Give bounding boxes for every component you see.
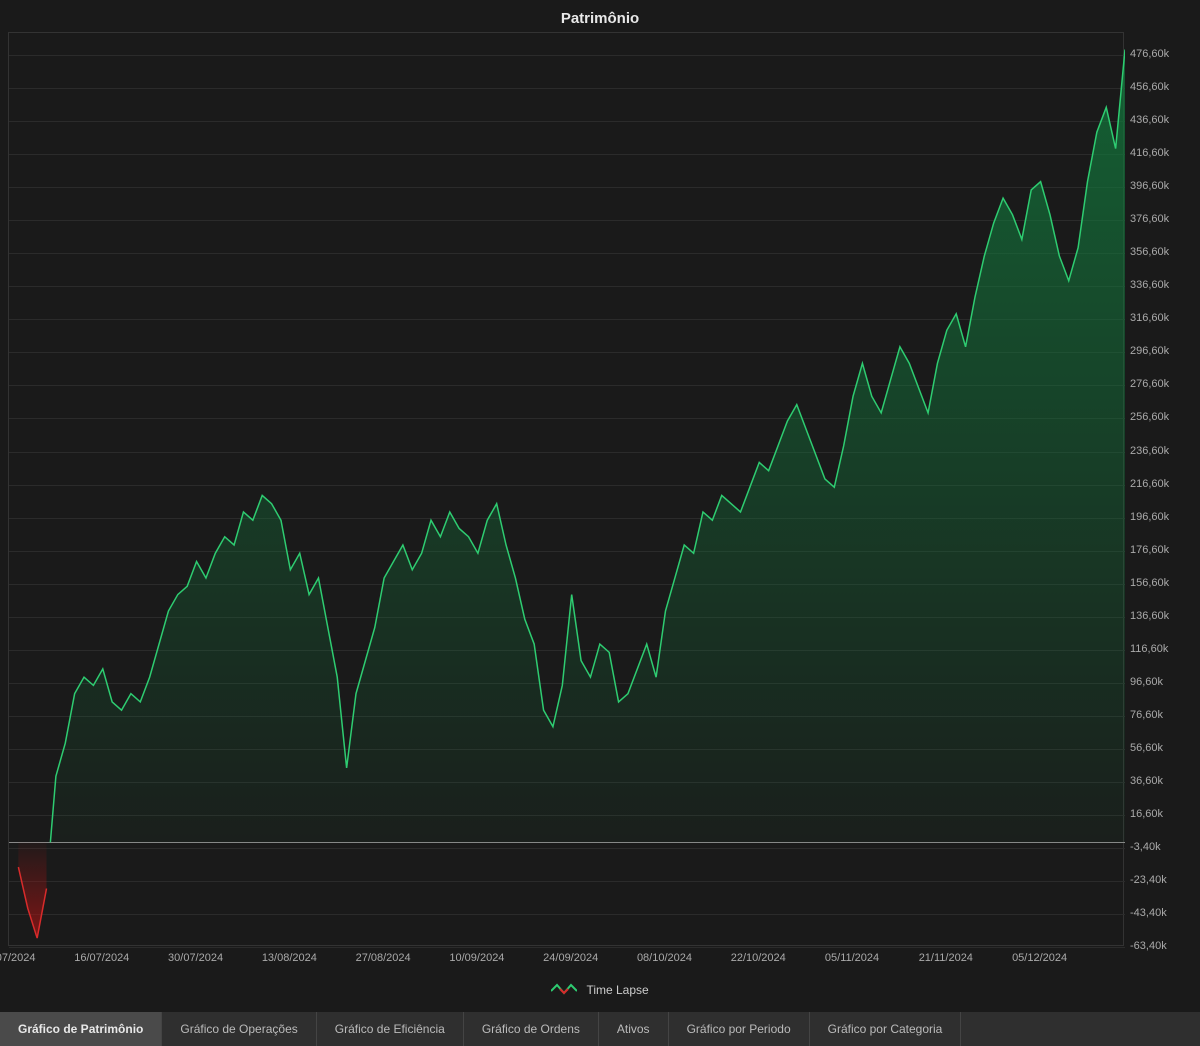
y-tick-label: 156,60k	[1130, 577, 1169, 589]
legend-label: Time Lapse	[586, 983, 648, 997]
x-tick-label: 16/07/2024	[74, 952, 129, 964]
y-tick-label: 276,60k	[1130, 378, 1169, 390]
chart-svg	[9, 33, 1125, 947]
y-tick-label: 16,60k	[1130, 808, 1163, 820]
tab-gr-fico-de-efici-ncia[interactable]: Gráfico de Eficiência	[317, 1012, 464, 1046]
y-tick-label: 396,60k	[1130, 180, 1169, 192]
chart-plot-area[interactable]	[8, 32, 1124, 946]
tab-gr-fico-de-patrim-nio[interactable]: Gráfico de Patrimônio	[0, 1012, 162, 1046]
chart-legend: Time Lapse	[0, 983, 1200, 998]
y-tick-label: -3,40k	[1130, 841, 1161, 853]
y-tick-label: 76,60k	[1130, 709, 1163, 721]
y-tick-label: 376,60k	[1130, 213, 1169, 225]
x-tick-label: 10/09/2024	[449, 952, 504, 964]
y-tick-label: 336,60k	[1130, 279, 1169, 291]
y-tick-label: 436,60k	[1130, 114, 1169, 126]
x-tick-label: 30/07/2024	[168, 952, 223, 964]
legend-swatch-icon	[551, 983, 577, 998]
y-tick-label: 56,60k	[1130, 742, 1163, 754]
x-tick-label: 27/08/2024	[356, 952, 411, 964]
x-tick-label: 22/10/2024	[731, 952, 786, 964]
y-tick-label: -23,40k	[1130, 874, 1167, 886]
y-tick-label: 356,60k	[1130, 246, 1169, 258]
y-tick-label: 476,60k	[1130, 48, 1169, 60]
tab-gr-fico-por-categoria[interactable]: Gráfico por Categoria	[810, 1012, 962, 1046]
y-tick-label: 456,60k	[1130, 81, 1169, 93]
y-tick-label: 216,60k	[1130, 478, 1169, 490]
y-tick-label: 36,60k	[1130, 775, 1163, 787]
tab-bar: Gráfico de PatrimônioGráfico de Operaçõe…	[0, 1012, 1200, 1046]
tab-gr-fico-de-ordens[interactable]: Gráfico de Ordens	[464, 1012, 599, 1046]
x-tick-label: 05/11/2024	[825, 952, 879, 964]
x-tick-label: 24/09/2024	[543, 952, 598, 964]
chart-title: Patrimônio	[0, 0, 1200, 27]
y-tick-label: 236,60k	[1130, 445, 1169, 457]
x-tick-label: 13/08/2024	[262, 952, 317, 964]
y-tick-label: 196,60k	[1130, 511, 1169, 523]
x-tick-label: 02/07/2024	[0, 952, 36, 964]
x-tick-label: 05/12/2024	[1012, 952, 1067, 964]
gridline	[9, 947, 1125, 948]
y-tick-label: 416,60k	[1130, 147, 1169, 159]
x-tick-label: 21/11/2024	[919, 952, 973, 964]
y-tick-label: 296,60k	[1130, 345, 1169, 357]
y-tick-label: 136,60k	[1130, 610, 1169, 622]
tab-gr-fico-por-periodo[interactable]: Gráfico por Periodo	[669, 1012, 810, 1046]
y-tick-label: 256,60k	[1130, 411, 1169, 423]
tab-ativos[interactable]: Ativos	[599, 1012, 669, 1046]
y-tick-label: 96,60k	[1130, 676, 1163, 688]
y-tick-label: -63,40k	[1130, 940, 1167, 952]
y-tick-label: 116,60k	[1130, 643, 1168, 655]
tab-gr-fico-de-opera-es[interactable]: Gráfico de Operações	[162, 1012, 316, 1046]
y-tick-label: 316,60k	[1130, 312, 1169, 324]
chart-container: Patrimônio Saldo (R$) Time Lapse 476,60k…	[0, 0, 1200, 1012]
y-tick-label: -43,40k	[1130, 907, 1167, 919]
y-tick-label: 176,60k	[1130, 544, 1169, 556]
x-tick-label: 08/10/2024	[637, 952, 692, 964]
